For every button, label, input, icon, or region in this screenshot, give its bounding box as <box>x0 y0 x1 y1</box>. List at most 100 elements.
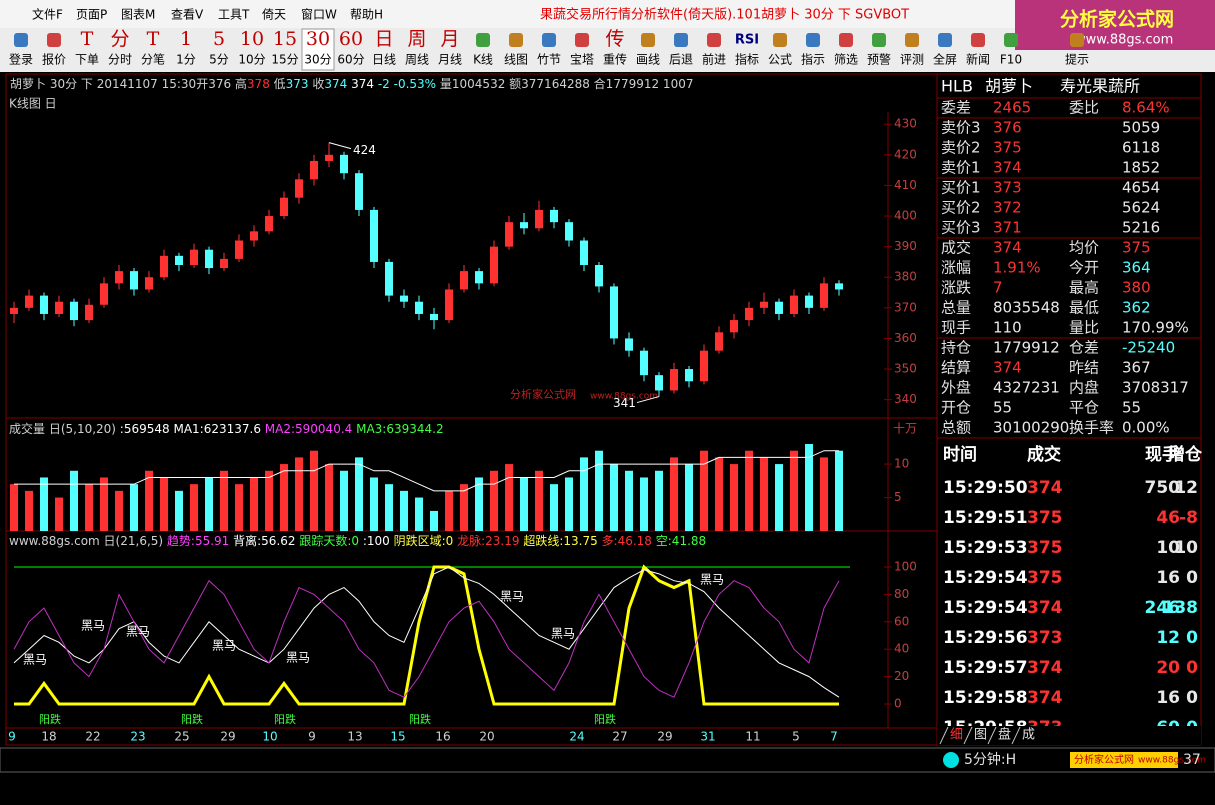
quote-label: 均价 <box>1069 239 1099 257</box>
button-label[interactable]: 提示 <box>1065 52 1089 67</box>
candle-body <box>55 301 63 314</box>
volume-bar <box>820 457 828 531</box>
header-segment: MA3:639344.2 <box>356 422 444 436</box>
button-label[interactable]: 月线 <box>438 53 462 67</box>
x-tick-label: 25 <box>174 730 189 744</box>
info-line-segment: 374 <box>324 77 347 91</box>
tab[interactable]: 盘 <box>998 727 1011 743</box>
y-tick-label: 410 <box>894 178 917 192</box>
trade-header: 增仓 <box>1168 444 1203 465</box>
quote-label: 委差 <box>941 99 971 117</box>
menu-item[interactable]: 帮助H <box>350 8 383 22</box>
tab-edge <box>963 726 973 745</box>
button-label[interactable]: 登录 <box>9 52 33 67</box>
button-label[interactable]: 公式 <box>768 53 792 67</box>
candle-body <box>40 295 48 314</box>
quote-value: 367 <box>1122 359 1151 377</box>
button-label[interactable]: 周线 <box>405 53 429 67</box>
trade-header: 现手 <box>1145 444 1179 465</box>
volume-bar <box>100 477 108 531</box>
watermark: 分析家公式网 <box>510 387 576 401</box>
button-label[interactable]: K线 <box>473 53 493 67</box>
y-tick-label: 360 <box>894 331 917 345</box>
button-label[interactable]: 筛选 <box>834 52 858 67</box>
trade-header: 时间 <box>943 444 977 465</box>
trade-header: 成交 <box>1027 444 1061 465</box>
tab[interactable]: 细 <box>950 728 963 743</box>
candle-body <box>760 301 768 308</box>
button-label[interactable]: 30分 <box>304 53 331 67</box>
button-icon: 5 <box>213 28 225 50</box>
menu-item[interactable]: 查看V <box>171 8 204 22</box>
candle-body <box>325 154 333 161</box>
trade-volume: 10 <box>1156 538 1180 558</box>
button-label[interactable]: 60分 <box>337 53 364 67</box>
button-icon: RSI <box>735 33 759 48</box>
button-label[interactable]: 预警 <box>867 52 891 67</box>
button-label[interactable]: 分笔 <box>141 52 165 67</box>
button-label[interactable]: 1分 <box>176 53 196 67</box>
candle-body <box>640 350 648 376</box>
button-label[interactable]: 5分 <box>209 53 229 67</box>
button-label[interactable]: 10分 <box>238 53 265 67</box>
menu-item[interactable]: 工具T <box>218 8 250 22</box>
button-icon: 30 <box>306 28 330 50</box>
button-label[interactable]: F10 <box>1000 53 1022 67</box>
button-label[interactable]: 报价 <box>42 52 66 67</box>
button-label[interactable]: 15分 <box>271 53 298 67</box>
volume-bar <box>715 457 723 531</box>
tab[interactable]: 图 <box>974 728 987 743</box>
button-label[interactable]: 全屏 <box>933 52 957 67</box>
button-label[interactable]: 下单 <box>75 53 99 67</box>
candle-body <box>685 369 693 382</box>
header-segment: 跟踪天数:0 <box>299 533 363 548</box>
button-label[interactable]: 日线 <box>372 53 396 67</box>
button-label[interactable]: 宝塔 <box>570 53 594 67</box>
candle-body <box>505 222 513 247</box>
button-label[interactable]: 画线 <box>636 53 660 67</box>
menu-item[interactable]: 倚天 <box>262 8 286 22</box>
quote-value: 4654 <box>1122 179 1160 197</box>
button-label[interactable]: 指标 <box>735 52 759 67</box>
menu-item[interactable]: 页面P <box>76 8 107 22</box>
header-segment: 多:46.18 <box>602 534 656 548</box>
trade-volume: 46 <box>1156 508 1180 528</box>
tab-strip <box>937 726 1201 745</box>
menu-item[interactable]: 文件F <box>32 7 63 22</box>
quote-name: 胡萝卜 <box>985 77 1033 96</box>
tab-edge <box>987 726 997 745</box>
bottom-label: 阳跌 <box>39 712 61 726</box>
volume-bar <box>580 457 588 531</box>
volume-bar <box>700 450 708 531</box>
trade-oi: 10 <box>1174 538 1198 558</box>
quote-value: 374 <box>993 159 1022 177</box>
chart-title: 成交量 日(5,10,20) :569548 MA1:623137.6 MA2:… <box>9 421 444 436</box>
volume-bar <box>190 484 198 531</box>
chart-title: K线图 日 <box>9 97 57 111</box>
button-glyph <box>773 33 787 47</box>
volume-bar <box>205 477 213 531</box>
menu-item[interactable]: 图表M <box>121 8 155 22</box>
button-label[interactable]: 竹节 <box>537 53 561 67</box>
button-label[interactable]: 分时 <box>108 53 132 67</box>
menu-item[interactable]: 窗口W <box>301 8 337 22</box>
volume-bar <box>25 490 33 531</box>
button-label[interactable]: 后退 <box>669 53 693 67</box>
candle-body <box>475 271 483 284</box>
button-label[interactable]: 前进 <box>702 52 726 67</box>
button-label[interactable]: 指示 <box>801 52 825 67</box>
quote-label: 涨幅 <box>941 259 971 277</box>
button-label[interactable]: 线图 <box>504 53 528 67</box>
quote-label: 成交 <box>941 239 971 257</box>
button-label[interactable]: 评测 <box>900 53 924 67</box>
button-label[interactable]: 重传 <box>603 52 627 67</box>
button-icon: T <box>81 28 94 50</box>
info-line-segment: 378 <box>247 77 270 91</box>
tab[interactable]: 成 <box>1022 728 1035 743</box>
quote-value: 5624 <box>1122 199 1160 217</box>
button-label[interactable]: 新闻 <box>966 52 990 67</box>
chart-title-text: www.88gs.com 日(21,6,5) <box>9 534 163 548</box>
candle-body <box>835 283 843 290</box>
trade-oi: 12 <box>1174 478 1198 498</box>
x-tick-label: 23 <box>130 730 145 744</box>
